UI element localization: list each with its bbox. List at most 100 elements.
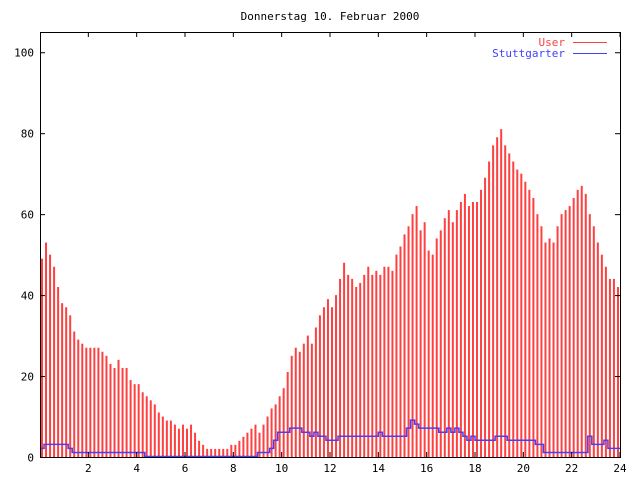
impulse-user — [387, 266, 390, 457]
impulse-user — [242, 436, 245, 457]
impulse-user — [331, 307, 334, 457]
x-tick-label: 4 — [133, 462, 140, 475]
impulse-user — [552, 242, 555, 457]
impulse-user — [238, 440, 241, 457]
impulse-user — [383, 266, 386, 457]
impulse-user — [85, 347, 88, 457]
impulse-user — [186, 428, 189, 457]
impulse-user — [492, 145, 495, 458]
x-tick-label: 18 — [468, 462, 481, 475]
impulse-user — [592, 226, 595, 457]
impulse-user — [190, 424, 193, 457]
impulse-user — [266, 416, 269, 457]
impulse-user — [133, 384, 136, 457]
impulse-user — [177, 428, 180, 457]
impulse-user — [612, 278, 615, 457]
impulse-user — [65, 307, 68, 457]
impulse-user — [488, 161, 491, 457]
impulse-user — [322, 307, 325, 457]
impulse-user — [250, 428, 253, 457]
y-tick-label: 100 — [14, 47, 34, 60]
impulse-user — [399, 246, 402, 457]
impulse-user — [129, 380, 132, 457]
x-tick-label: 22 — [565, 462, 578, 475]
impulse-user — [286, 372, 289, 457]
impulse-user — [600, 254, 603, 457]
impulse-user — [57, 287, 60, 457]
x-tick-label: 8 — [230, 462, 237, 475]
impulse-user — [53, 266, 56, 457]
y-tick-label: 0 — [27, 452, 34, 465]
impulse-user — [359, 282, 362, 457]
impulse-user — [476, 202, 479, 457]
impulse-user — [77, 339, 80, 457]
impulse-user — [560, 214, 563, 457]
impulse-user — [310, 343, 313, 457]
impulse-user — [230, 444, 233, 457]
x-tick-label: 12 — [323, 462, 336, 475]
impulse-user — [125, 367, 128, 457]
impulse-user — [351, 278, 354, 457]
impulse-user — [206, 448, 209, 457]
impulse-user — [93, 347, 96, 457]
impulse-user — [528, 189, 531, 457]
legend-label-user: User — [539, 36, 566, 49]
plot-area — [40, 129, 620, 458]
impulse-user — [564, 210, 567, 457]
impulse-user — [616, 287, 619, 457]
impulse-user — [97, 347, 100, 457]
x-tick-label: 20 — [517, 462, 530, 475]
impulse-user — [69, 315, 72, 457]
impulse-user — [484, 177, 487, 457]
impulse-user — [548, 238, 551, 457]
impulse-user — [161, 416, 164, 457]
impulse-user — [202, 444, 205, 457]
y-axis: 0 20 40 60 80 100 — [14, 47, 620, 465]
impulse-user — [101, 351, 104, 457]
impulse-user — [278, 396, 281, 457]
impulse-user — [246, 432, 249, 457]
impulse-user — [218, 448, 221, 457]
impulse-user — [480, 189, 483, 457]
x-axis: 2 4 6 8 10 12 14 16 18 20 22 24 — [85, 32, 627, 475]
impulse-user — [395, 254, 398, 457]
impulse-user — [455, 210, 458, 457]
impulse-user — [540, 226, 543, 457]
legend-label-stuttgarter: Stuttgarter — [492, 47, 565, 60]
impulse-user — [339, 278, 342, 457]
impulse-user — [391, 270, 394, 457]
impulse-user — [41, 258, 43, 457]
impulse-user — [463, 193, 466, 457]
impulse-user — [117, 359, 120, 457]
impulse-user — [306, 335, 309, 457]
impulse-user — [121, 367, 124, 457]
impulse-user — [157, 412, 160, 457]
impulse-user — [270, 408, 273, 457]
impulse-user — [419, 230, 422, 457]
impulse-user — [500, 129, 503, 457]
legend: User Stuttgarter — [492, 36, 607, 60]
impulse-user — [226, 448, 229, 457]
impulse-user — [290, 355, 293, 457]
impulse-user — [326, 299, 329, 457]
impulse-user — [439, 230, 442, 457]
impulse-user — [137, 384, 140, 457]
impulse-user — [544, 242, 547, 457]
impulse-user — [105, 355, 108, 457]
impulse-user — [588, 214, 591, 457]
impulse-user — [274, 404, 277, 457]
impulse-user — [596, 242, 599, 457]
impulse-user — [302, 343, 305, 457]
impulse-user — [524, 181, 527, 457]
chart-title: Donnerstag 10. Februar 2000 — [241, 10, 420, 23]
impulse-user — [508, 153, 511, 457]
impulse-user — [504, 145, 507, 458]
x-tick-label: 2 — [85, 462, 92, 475]
impulse-user — [371, 274, 374, 457]
impulse-user — [431, 254, 434, 457]
impulse-user — [153, 404, 156, 457]
impulse-user — [262, 424, 265, 457]
impulse-user — [443, 218, 446, 457]
impulse-user — [459, 202, 462, 457]
impulse-user — [415, 206, 418, 457]
